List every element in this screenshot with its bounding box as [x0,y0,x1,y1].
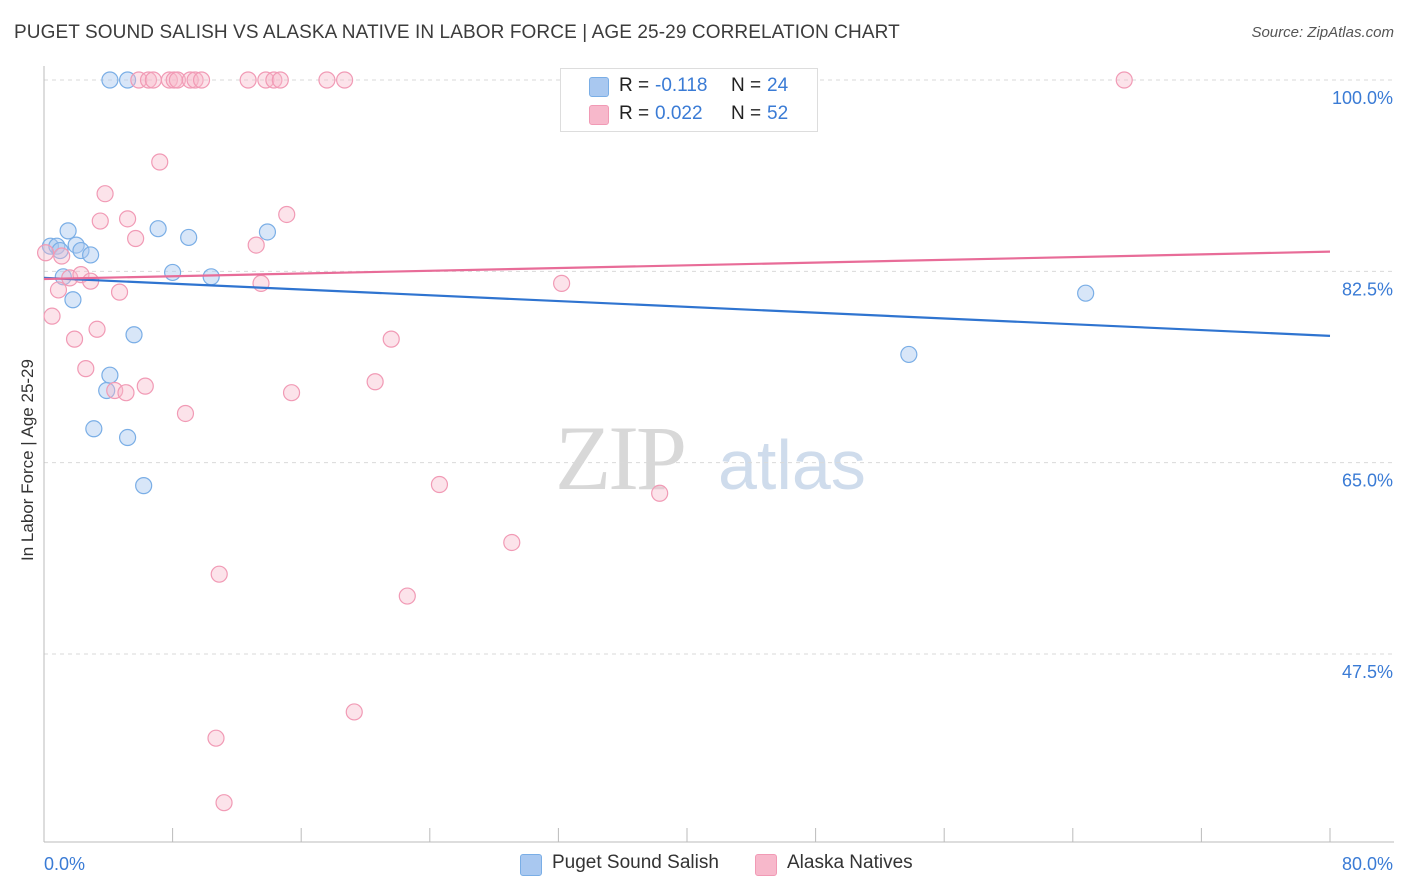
point-alaska [192,71,211,89]
point-salish [258,223,277,241]
point-salish [101,71,119,89]
point-alaska [139,71,158,89]
point-alaska [130,71,148,89]
point-salish [900,345,918,364]
point-salish [85,420,103,438]
point-alaska [88,320,106,338]
point-alaska [398,587,416,605]
data-points [37,71,1133,812]
stats-row-salish: R = -0.118 N = 24 [561,73,817,101]
point-alaska [336,71,354,89]
point-salish [67,236,85,254]
point-alaska [49,281,68,299]
point-salish [202,268,220,286]
stats-n-value: 52 [767,103,789,124]
point-alaska [96,185,114,203]
watermark-zip: ZIP [555,407,687,509]
point-alaska [282,384,301,402]
point-salish [64,291,82,309]
tick-labels: 100.0% 82.5% 65.0% 47.5% 0.0% 80.0% [44,88,1393,874]
point-alaska [53,247,71,265]
chart-title: PUGET SOUND SALISH VS ALASKA NATIVE IN L… [14,22,900,43]
point-alaska [186,71,204,89]
point-alaska [1115,71,1133,89]
trend-lines [43,250,1331,337]
point-alaska [136,377,154,395]
point-alaska [239,71,257,89]
point-alaska [247,236,265,254]
point-alaska [117,384,135,402]
stats-row-alaska: R = 0.022 N = 52 [561,101,817,129]
point-alaska [366,373,384,391]
point-alaska [503,533,521,552]
point-salish [54,268,72,286]
gridlines [44,79,1394,655]
point-alaska [65,330,84,348]
point-alaska [318,71,336,89]
x-tick-label: 0.0% [44,854,85,874]
point-salish [180,228,198,247]
point-alaska [110,283,129,301]
stats-n-value: 24 [767,75,789,96]
legend-swatch-alaska [755,854,777,876]
source-label: Source: ZipAtlas.com [1251,24,1394,41]
point-alaska [278,205,296,224]
stats-n-label: N = [731,103,762,124]
point-alaska [77,360,95,378]
point-salish [164,263,182,282]
point-alaska [144,71,162,89]
stats-n-label: N = [731,75,762,96]
point-alaska [151,153,169,171]
point-salish [59,222,77,240]
point-salish [101,366,119,384]
y-tick-label: 82.5% [1342,279,1393,299]
stats-r-value: -0.118 [655,75,708,96]
point-alaska [215,794,233,812]
watermark-atlas: atlas [718,426,866,504]
point-alaska [37,244,55,262]
point-alaska [345,703,363,721]
point-salish [118,428,137,447]
point-alaska [43,307,61,325]
legend-swatch-salish [520,854,542,876]
legend-label-salish: Puget Sound Salish [552,852,719,873]
trend-line-salish [43,276,1331,337]
point-alaska [176,404,195,423]
point-salish [1077,284,1095,302]
stats-r-label: R = [619,103,650,124]
stats-swatch-salish [589,77,609,97]
point-salish [135,477,153,495]
point-alaska [127,229,145,248]
y-axis-label: In Labor Force | Age 25-29 [18,359,37,561]
y-tick-label: 47.5% [1342,662,1393,682]
y-tick-label: 100.0% [1332,88,1393,108]
point-alaska [553,274,571,292]
legend-label-alaska: Alaska Natives [787,852,913,873]
trend-line-alaska [43,250,1331,281]
stats-box: R = -0.118 N = 24 R = 0.022 N = 52 [560,68,818,132]
point-alaska [207,729,225,747]
legend-item-salish[interactable]: Puget Sound Salish [520,852,740,876]
y-tick-label: 65.0% [1342,471,1393,491]
point-salish [149,220,167,238]
point-alaska [91,212,109,230]
point-alaska [382,330,400,348]
stats-r-value: 0.022 [655,103,703,124]
stats-r-label: R = [619,75,650,96]
point-alaska [651,484,669,502]
legend-item-alaska[interactable]: Alaska Natives [755,852,955,876]
point-alaska [118,210,137,228]
point-alaska [430,475,449,494]
point-alaska [271,71,289,89]
point-alaska [168,71,187,89]
point-alaska [210,565,228,583]
point-salish [72,241,90,260]
axes [43,66,1394,843]
point-salish [82,246,100,264]
stats-swatch-alaska [589,105,609,125]
x-tick-label: 80.0% [1342,854,1393,874]
point-alaska [265,71,283,89]
point-salish [125,326,143,344]
